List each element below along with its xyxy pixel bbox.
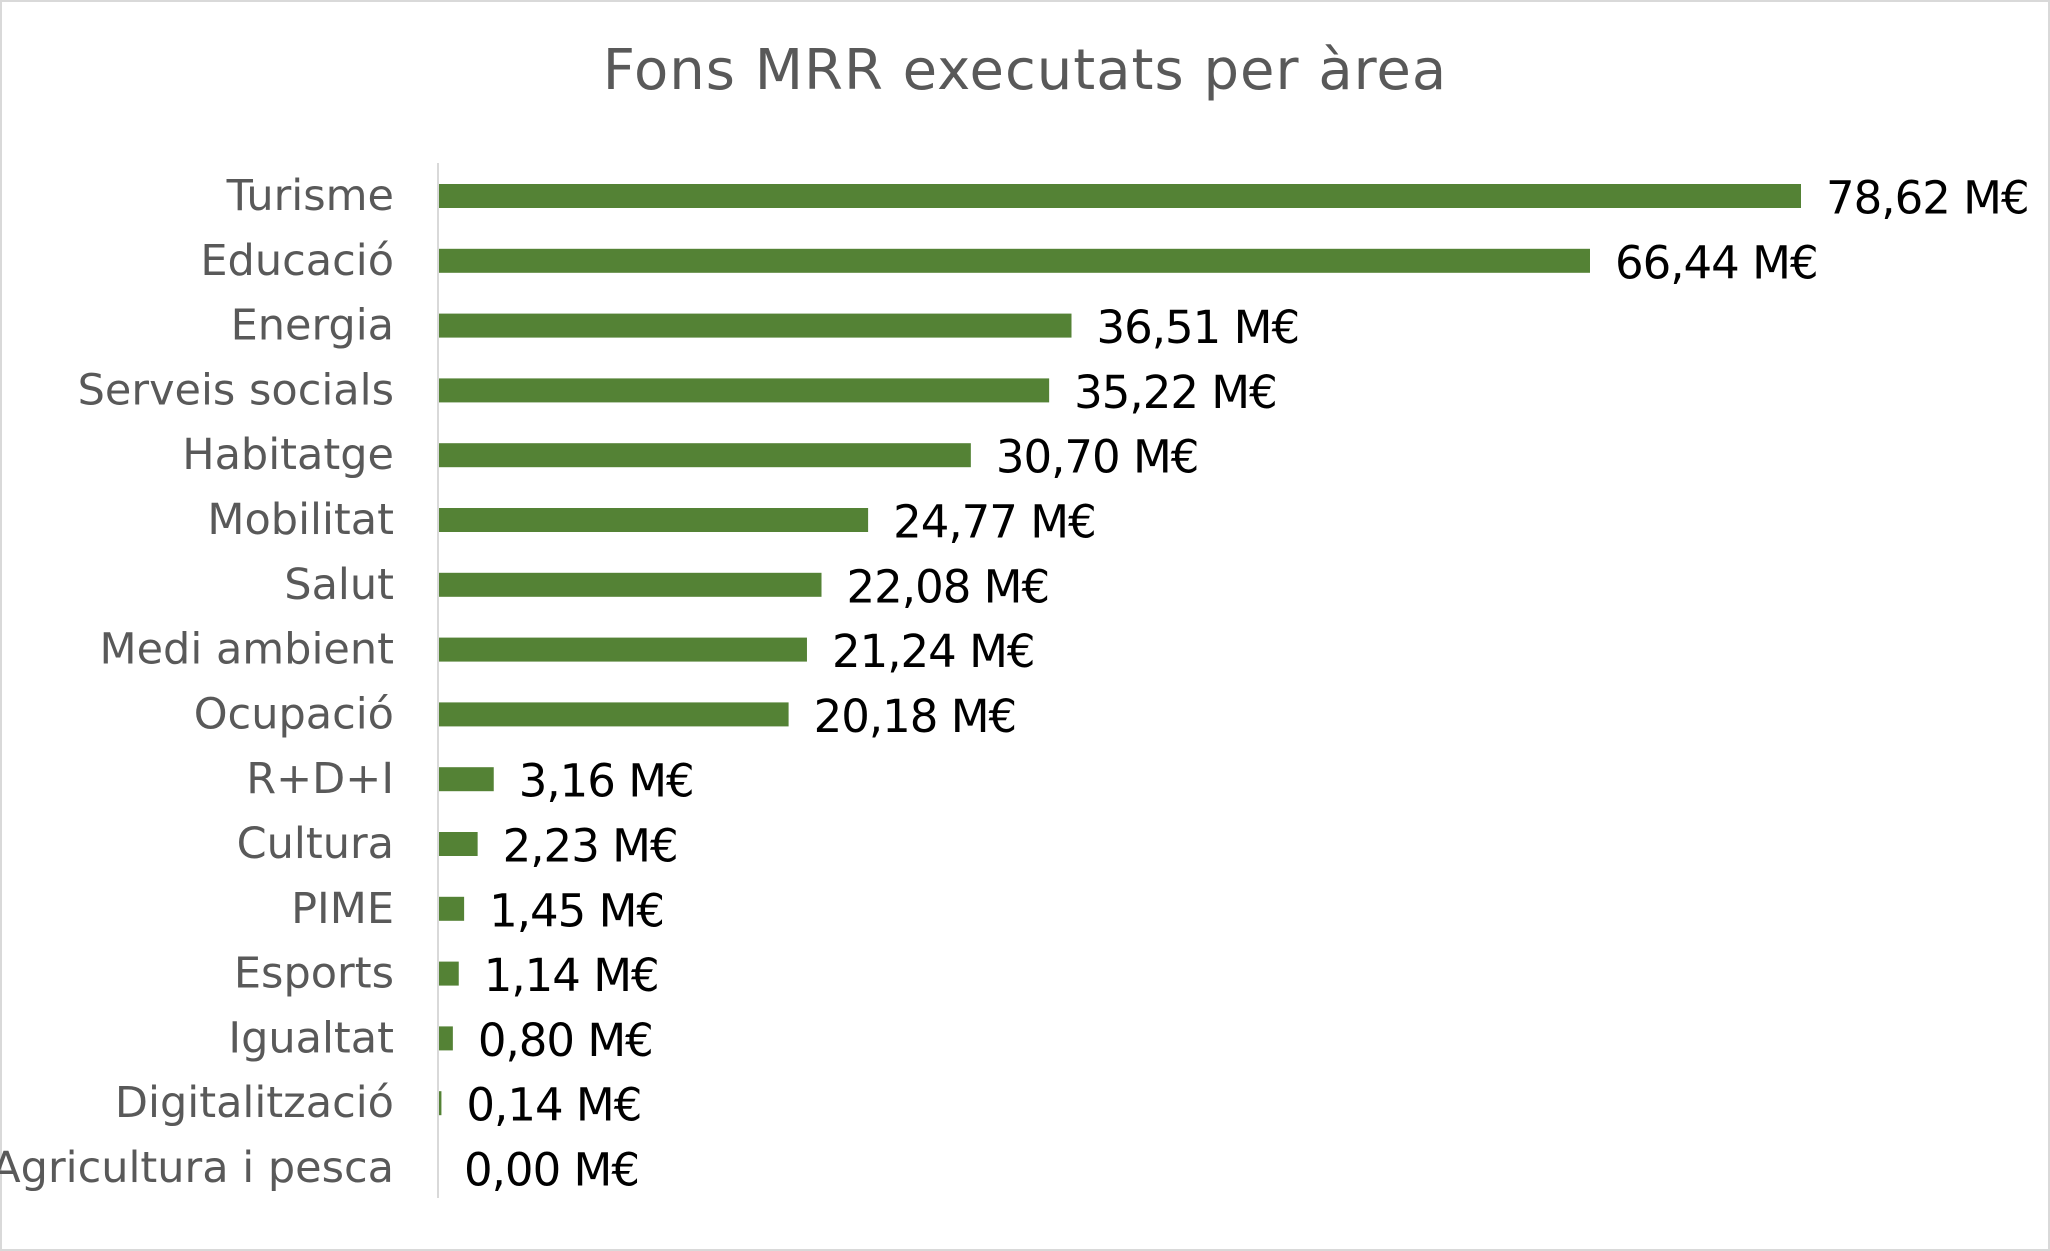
category-label: Igualtat (228, 1013, 394, 1063)
bar (439, 637, 807, 662)
category-label: Mobilitat (207, 495, 394, 545)
chart-title: Fons MRR executats per àrea (602, 38, 1448, 103)
bar (439, 1026, 453, 1051)
category-label: Cultura (237, 819, 394, 869)
data-label: 24,77 M€ (893, 496, 1096, 549)
category-label: PIME (291, 884, 394, 934)
data-label: 1,14 M€ (484, 949, 659, 1002)
data-labels-group: 78,62 M€66,44 M€ 36,51 M€ 35,22 M€ 30,70 M€… (464, 172, 2030, 1197)
bar (439, 961, 459, 986)
data-label: 1,45 M€ (489, 884, 664, 937)
category-label: Salut (284, 560, 394, 610)
data-label: 0,00 M€ (464, 1144, 639, 1197)
category-label: Ocupació (194, 689, 394, 739)
bar (439, 767, 494, 792)
data-label: 35,22 M€ (1074, 366, 1277, 419)
data-label: 22,08 M€ (847, 560, 1050, 613)
data-label: 30,70 M€ (996, 431, 1199, 484)
bar (439, 378, 1050, 403)
bar (439, 702, 789, 727)
data-label: 2,23 M€ (503, 820, 678, 873)
data-label: 21,24 M€ (832, 625, 1035, 678)
category-label: Turisme (226, 171, 394, 221)
data-label: 0,14 M€ (466, 1079, 641, 1132)
bars-group (439, 184, 1801, 1116)
data-label: 36,51 M€ (1096, 301, 1299, 354)
bar (439, 443, 971, 468)
bar (439, 248, 1590, 273)
data-label: 0,80 M€ (478, 1014, 653, 1067)
bar (439, 508, 869, 532)
category-label: Habitatge (182, 430, 394, 480)
category-label: Educació (200, 236, 394, 286)
data-label: 3,16 M€ (519, 755, 694, 808)
data-label: 78,62 M€ (1826, 172, 2029, 225)
category-label: Digitalització (115, 1078, 394, 1128)
category-label: Esports (234, 949, 394, 999)
category-label: Medi ambient (99, 625, 394, 675)
data-label: 66,44 M€ (1615, 236, 1818, 289)
category-label: Energia (231, 301, 394, 351)
data-label: 20,18 M€ (814, 690, 1017, 743)
bar (439, 184, 1801, 208)
category-label: R+D+I (246, 754, 394, 804)
bar (439, 572, 822, 597)
bar (439, 896, 465, 921)
bar (439, 832, 478, 856)
bar (439, 1091, 442, 1116)
category-label: Agricultura i pesca (0, 1143, 394, 1193)
bar (439, 313, 1072, 338)
category-labels-group: Turisme Educació Energia Serveis socials Hab… (0, 171, 394, 1193)
category-label: Serveis socials (78, 365, 394, 415)
